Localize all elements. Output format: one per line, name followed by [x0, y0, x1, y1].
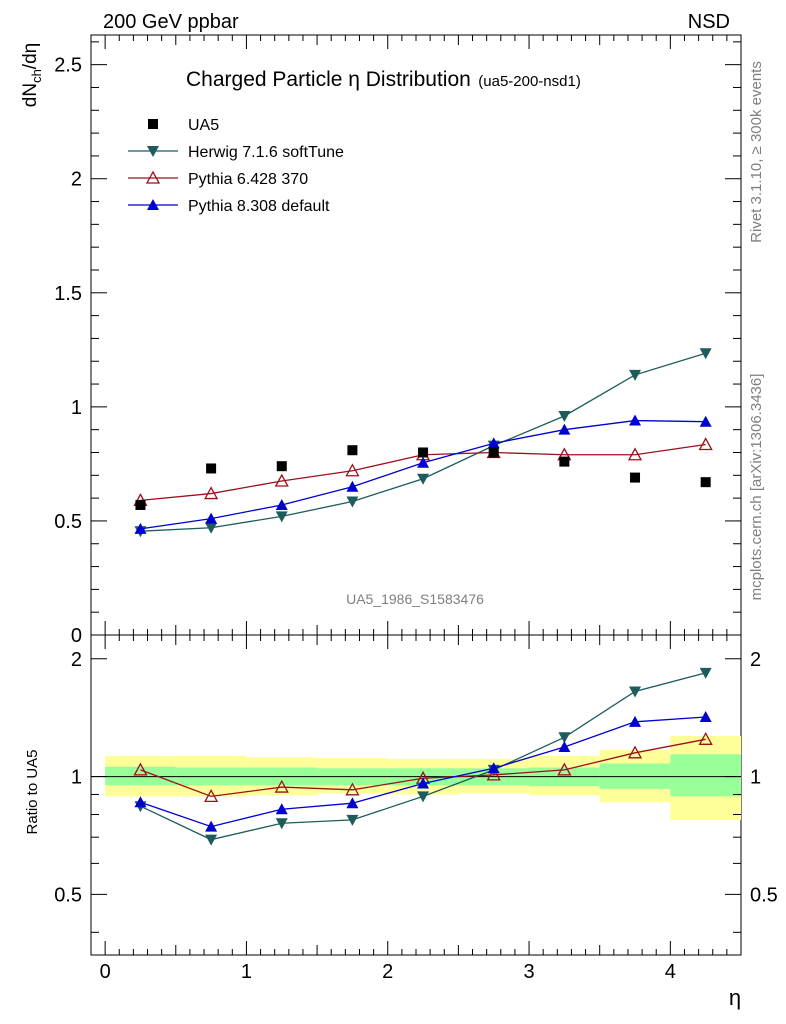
ratio-series-point	[275, 803, 288, 815]
x-tick-label: 2	[382, 961, 393, 983]
ratio-series-point	[346, 797, 359, 809]
header-left-label: 200 GeV ppbar	[103, 11, 239, 33]
data-point	[347, 445, 358, 456]
data-point	[700, 477, 711, 488]
series-point	[275, 511, 288, 523]
y-tick-label: 2	[71, 169, 82, 191]
ratio-series-point	[133, 762, 148, 776]
y-tick-label: 0.5	[54, 511, 82, 533]
data-point	[418, 447, 429, 458]
ratio-series-point	[629, 715, 642, 727]
ratio-series-point	[205, 820, 218, 832]
chart-subtitle: (ua5-200-nsd1)	[478, 73, 581, 90]
ratio-series-point	[134, 796, 147, 808]
series-point	[134, 522, 147, 534]
legend-marker	[147, 146, 159, 157]
ratio-series-point	[558, 732, 571, 744]
data-point	[135, 499, 146, 510]
series-point	[275, 498, 288, 510]
ratio-series-point	[346, 814, 359, 826]
band-inner	[670, 754, 741, 797]
ratio-series-point	[486, 767, 501, 781]
series-point	[204, 486, 219, 500]
series-line	[140, 352, 706, 532]
x-tick-label: 3	[523, 961, 534, 983]
series-point	[558, 410, 571, 422]
ratio-series-point	[274, 779, 289, 793]
x-tick-label: 0	[100, 961, 111, 983]
ratio-y-tick-label: 0.5	[54, 884, 82, 906]
band-inner	[105, 766, 176, 786]
ratio-series-point	[698, 731, 713, 745]
chart-title-group: Charged Particle η Distribution (ua5-200…	[186, 68, 581, 91]
ratio-series-point	[487, 762, 500, 774]
legend: UA5 Herwig 7.1.6 softTune Pythia 6.428 370…	[128, 117, 344, 215]
legend-label: UA5	[188, 117, 219, 134]
legend-marker	[145, 170, 161, 184]
legend-label: Herwig 7.1.6 softTune	[188, 144, 344, 161]
ratio-series-point	[345, 782, 360, 796]
series-point	[345, 463, 360, 477]
series-point	[627, 447, 643, 461]
header-right-label: NSD	[688, 11, 730, 33]
data-point	[276, 461, 287, 472]
series-point	[205, 522, 218, 534]
y-tick-label: 1.5	[54, 283, 82, 305]
series-point	[417, 473, 430, 485]
ratio-y-tick-label-right: 0.5	[750, 884, 778, 906]
y-tick-label: 2.5	[54, 55, 82, 77]
series-point	[274, 473, 289, 487]
ratio-series-point	[205, 834, 218, 846]
ratio-series-point	[275, 818, 288, 830]
series-point	[629, 369, 642, 381]
axes: 0 1 2 3 4 0 0.5 1 1.5 2 2.5 0.5 0.5 1 1 2 2	[54, 35, 778, 983]
series-group	[133, 348, 713, 846]
ratio-bands	[91, 735, 741, 820]
ratio-series-point	[557, 762, 572, 776]
rivet-label: Rivet 3.1.10, ≥ 300k events	[748, 61, 765, 243]
series-point	[205, 512, 218, 524]
y-tick-label: 0	[71, 625, 82, 647]
ratio-series-point	[204, 789, 219, 803]
series-point	[699, 415, 712, 427]
y-tick-label: 1	[71, 397, 82, 419]
ratio-series-point	[417, 777, 430, 789]
series-point	[698, 437, 713, 451]
x-axis-label: η	[729, 985, 741, 1010]
ratio-y-tick-label-right: 2	[750, 649, 761, 671]
legend-label: Pythia 8.308 default	[188, 198, 330, 215]
series-point	[346, 480, 359, 492]
series-point	[558, 423, 571, 435]
x-tick-label: 4	[665, 961, 676, 983]
ratio-series-point	[417, 791, 430, 803]
chart-title: Charged Particle η Distribution	[186, 68, 471, 91]
data-point	[559, 456, 570, 467]
y-axis-label: dNch/dη	[20, 43, 44, 107]
legend-label: Pythia 6.428 370	[188, 171, 308, 188]
data-point	[206, 463, 217, 474]
series-point	[487, 437, 500, 449]
series-point	[629, 414, 642, 426]
x-tick-label: 1	[241, 961, 252, 983]
ratio-y-tick-label: 2	[71, 649, 82, 671]
ratio-series-point	[627, 745, 643, 759]
ratio-y-tick-label: 1	[71, 767, 82, 789]
series-point	[417, 456, 430, 468]
ratio-series-point	[558, 741, 571, 752]
series-point	[699, 348, 712, 360]
ratio-series-point	[699, 667, 712, 679]
ratio-y-tick-label-right: 1	[750, 767, 761, 789]
analysis-label: UA5_1986_S1583476	[346, 591, 484, 607]
mcplots-label: mcplots.cern.ch [arXiv:1306.3436]	[748, 374, 765, 601]
ratio-y-axis-label: Ratio to UA5	[24, 749, 41, 834]
legend-marker	[148, 119, 158, 129]
ratio-series-point	[629, 686, 642, 698]
data-point	[488, 447, 499, 458]
series-point	[346, 496, 359, 508]
ratio-series-point	[699, 710, 712, 722]
data-point	[630, 472, 641, 483]
legend-marker	[147, 199, 159, 210]
